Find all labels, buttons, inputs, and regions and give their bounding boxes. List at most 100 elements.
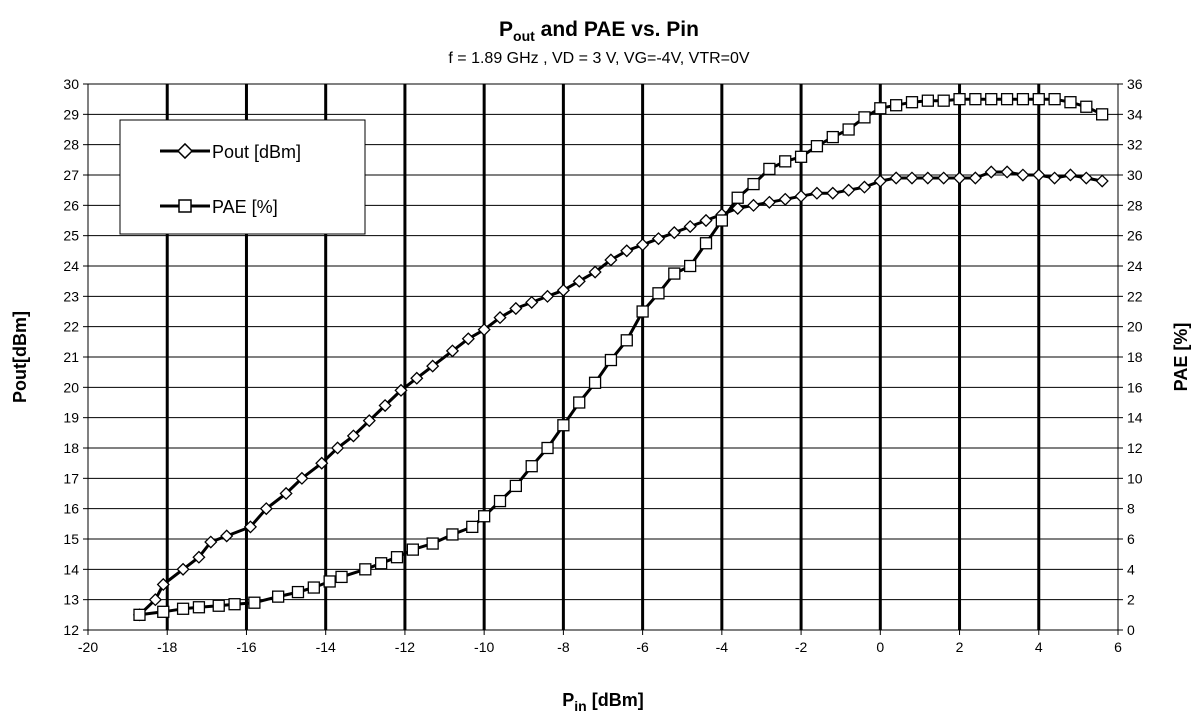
x-tick-label: -20 (78, 639, 98, 655)
x-tick-label: -10 (474, 639, 494, 655)
data-point-pout (346, 429, 361, 443)
data-point-pout (259, 502, 273, 516)
data-point-pout (493, 311, 507, 325)
data-point-pout (572, 274, 586, 288)
data-point-pae (826, 130, 839, 144)
series-pout (132, 165, 1109, 622)
y-right-tick-label: 0 (1127, 622, 1135, 638)
y-left-tick-label: 26 (63, 197, 79, 213)
data-point-pae (291, 585, 305, 599)
data-point-pae (426, 537, 439, 550)
y-left-tick-label: 14 (63, 561, 79, 577)
data-point-pae (636, 305, 649, 318)
data-point-pae (466, 520, 479, 534)
data-point-pout (778, 192, 792, 206)
data-point-pout (445, 344, 460, 358)
y-axis-left-title: Pout[dBm] (10, 311, 30, 403)
data-point-pae (588, 376, 602, 389)
data-point-pout (362, 414, 376, 428)
data-point-pout (810, 186, 824, 200)
y-right-tick-label: 28 (1127, 197, 1143, 213)
data-point-pout (588, 265, 602, 279)
data-point-pae (1000, 93, 1014, 106)
y-left-tick-label: 15 (63, 531, 79, 547)
x-tick-label: 6 (1114, 639, 1122, 655)
data-point-pout (984, 165, 998, 179)
data-point-pout (331, 441, 345, 455)
data-point-pae (937, 94, 950, 107)
data-point-pout (556, 283, 570, 297)
y-right-tick-label: 2 (1127, 592, 1135, 608)
data-point-pout (952, 171, 967, 185)
data-point-pae (573, 396, 586, 409)
data-point-pout (1095, 174, 1109, 188)
data-point-pae (390, 551, 404, 564)
data-point-pout (1032, 168, 1046, 182)
data-point-pae (307, 581, 320, 594)
y-right-tick-label: 36 (1127, 76, 1143, 92)
data-point-pout (636, 238, 650, 252)
data-point-pae (684, 259, 697, 273)
y-left-tick-label: 16 (63, 501, 79, 517)
data-point-pae (794, 150, 808, 163)
y-left-tick-label: 18 (63, 440, 79, 456)
series-layer (132, 93, 1109, 622)
x-tick-label: -14 (316, 639, 336, 655)
data-point-pae (212, 599, 225, 612)
data-point-pout (968, 171, 982, 185)
y-right-tick-label: 4 (1127, 561, 1135, 577)
data-point-pae (176, 602, 190, 615)
data-point-pout (176, 562, 190, 576)
x-axis-title: Pin [dBm] (562, 690, 643, 714)
data-point-pae (248, 596, 261, 609)
data-point-pout (651, 232, 666, 246)
data-point-pout (148, 593, 162, 607)
data-point-pae (731, 191, 744, 204)
data-point-pae (763, 162, 776, 176)
data-point-pae (446, 528, 459, 541)
data-point-pae (157, 605, 170, 618)
x-tick-label: -12 (395, 639, 415, 655)
data-point-pae (810, 140, 824, 153)
y-right-tick-label: 34 (1127, 106, 1143, 122)
y-left-tick-label: 12 (63, 622, 79, 638)
data-point-pae (985, 93, 998, 106)
y-right-tick-label: 24 (1127, 258, 1143, 274)
data-point-pout (842, 183, 856, 197)
data-point-pout (540, 289, 555, 303)
data-point-pout (1016, 168, 1030, 182)
data-point-pout (604, 253, 618, 267)
data-point-pout (620, 244, 634, 258)
y-left-tick-label: 21 (63, 349, 79, 365)
data-point-pae (1048, 93, 1061, 106)
series-pae (133, 93, 1109, 621)
y-right-tick-label: 8 (1127, 501, 1135, 517)
data-point-pout (905, 171, 919, 185)
y-right-tick-label: 18 (1127, 349, 1143, 365)
data-point-pout (410, 371, 424, 385)
data-point-pae (1080, 100, 1093, 113)
y-right-tick-label: 20 (1127, 319, 1143, 335)
data-point-pae (715, 214, 728, 227)
data-point-pae (747, 177, 760, 191)
data-point-pout (426, 359, 440, 373)
legend-marker-pout (176, 142, 194, 160)
data-point-pout (295, 471, 309, 485)
data-point-pae (668, 267, 681, 280)
chart-title: Pout and PAE vs. Pin (499, 18, 699, 44)
data-point-pae (842, 123, 855, 136)
y-left-tick-label: 30 (63, 76, 79, 92)
y-left-tick-label: 19 (63, 410, 79, 426)
y-left-tick-label: 29 (63, 106, 79, 122)
y-axis-right-title: PAE [%] (1171, 323, 1191, 392)
data-point-pae (905, 96, 919, 109)
x-tick-label: 0 (876, 639, 884, 655)
chart-subtitle: f = 1.89 GHz , VD = 3 V, VG=-4V, VTR=0V (448, 50, 750, 67)
data-point-pae (192, 601, 206, 614)
y-left-tick-label: 23 (63, 288, 79, 304)
data-point-pae (1032, 93, 1045, 106)
y-right-tick-label: 26 (1127, 228, 1143, 244)
y-right-tick-label: 16 (1127, 379, 1143, 395)
data-point-pout (889, 171, 903, 185)
data-point-pout (525, 295, 539, 309)
